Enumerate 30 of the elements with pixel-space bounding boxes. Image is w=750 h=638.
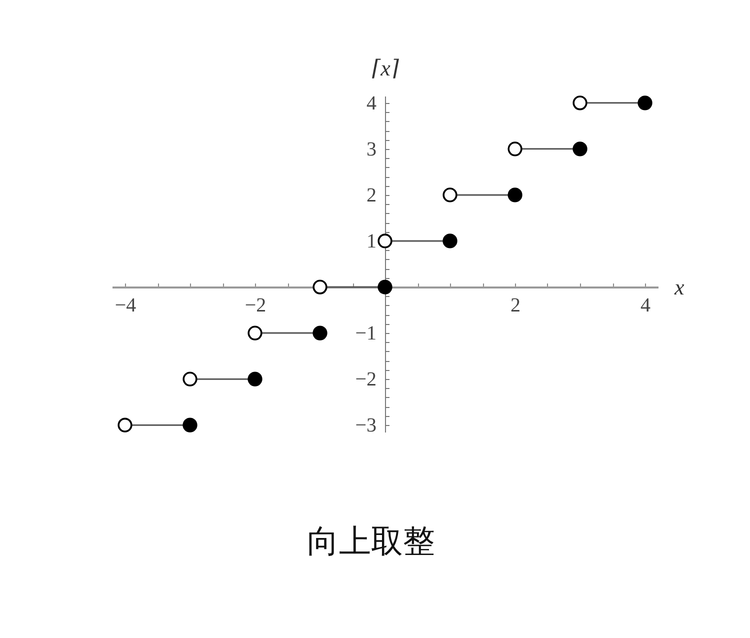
point — [118, 418, 132, 432]
y-tick-label: 2 — [366, 184, 376, 206]
x-tick-label: −2 — [244, 294, 266, 317]
point — [182, 372, 198, 386]
point — [572, 142, 588, 156]
point — [508, 188, 522, 202]
point — [508, 142, 522, 156]
y-axis-title: ⌈x⌉ — [372, 56, 400, 80]
x-tick-label: 4 — [640, 294, 650, 317]
x-tick-label: −4 — [114, 294, 136, 317]
point — [638, 96, 652, 110]
point — [442, 188, 458, 202]
y-tick-label: 1 — [366, 230, 376, 252]
point — [312, 326, 328, 340]
y-tick-label: −2 — [355, 368, 376, 391]
point — [248, 326, 262, 340]
point — [572, 96, 588, 110]
y-tick-label: −1 — [355, 322, 376, 345]
x-tick-label: 2 — [510, 294, 520, 317]
point — [312, 280, 328, 294]
point — [182, 418, 198, 432]
y-tick-label: −3 — [355, 414, 376, 437]
x-axis-title: x — [674, 274, 684, 300]
y-tick-label: 3 — [366, 138, 376, 160]
point — [378, 234, 392, 248]
point — [378, 280, 392, 294]
point — [442, 234, 458, 248]
point — [248, 372, 262, 386]
y-tick-label: 4 — [366, 92, 376, 114]
text: 向上取整 — [307, 522, 435, 560]
